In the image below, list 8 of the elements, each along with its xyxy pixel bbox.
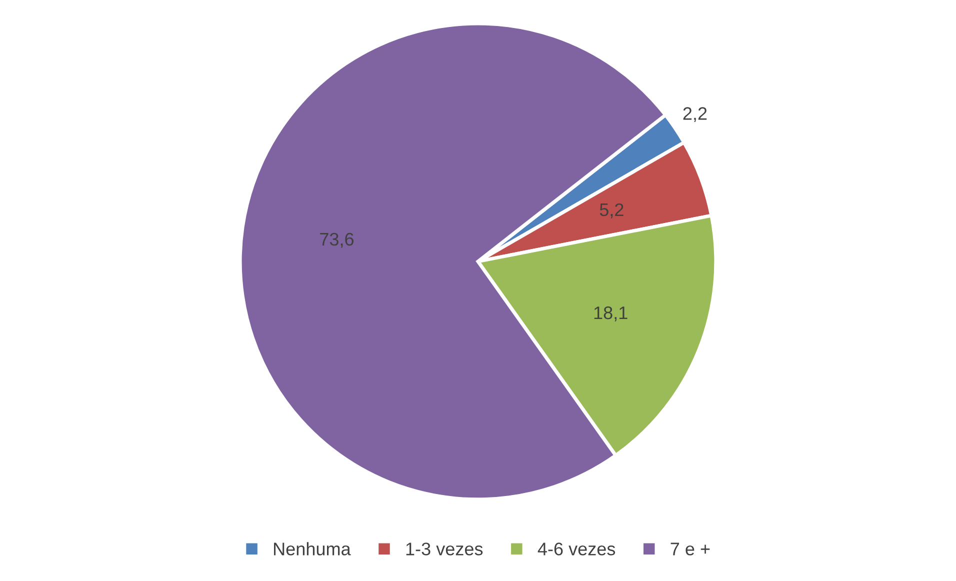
data-label: 5,2	[600, 203, 624, 218]
data-label: 73,6	[320, 232, 354, 248]
legend-label: 7 e +	[670, 542, 710, 556]
data-label: 2,2	[683, 107, 707, 122]
legend-label: Nenhuma	[274, 542, 351, 556]
legend-label: 4-6 vezes	[538, 542, 616, 556]
data-label: 18,1	[594, 306, 628, 322]
legend-label: 1-3 vezes	[406, 542, 483, 556]
